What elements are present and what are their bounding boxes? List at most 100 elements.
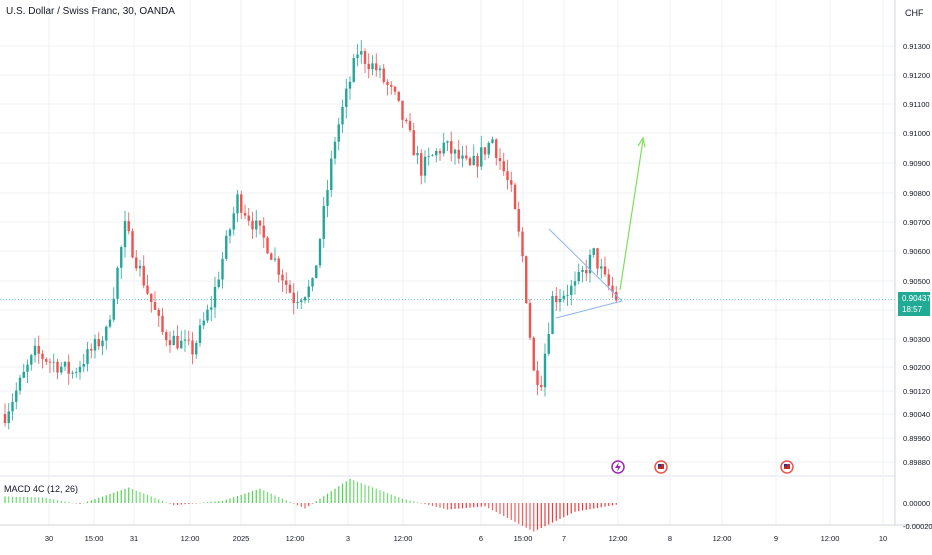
candle-body (195, 342, 198, 355)
candle-body (127, 221, 130, 232)
candle-body (536, 370, 539, 385)
macd-bar (214, 501, 216, 503)
macd-bar (499, 503, 501, 515)
macd-bar (300, 503, 302, 507)
macd-legend[interactable]: MACD 4C (12, 26) (4, 484, 79, 494)
candle-body (465, 155, 468, 159)
candle-body (7, 411, 10, 423)
candle-body (281, 274, 284, 281)
candle-body (438, 150, 442, 154)
macd-bar (375, 488, 377, 503)
macd-bar (409, 500, 411, 503)
macd-bar (191, 503, 194, 504)
macd-bar (248, 492, 250, 503)
candle-body (315, 265, 318, 279)
triangle-pattern (548, 228, 623, 319)
economic-events[interactable] (611, 460, 794, 474)
macd-bar (64, 501, 66, 503)
x-tick-label: 30 (45, 534, 53, 543)
candle-body (18, 377, 22, 391)
x-tick-label: 12:00 (609, 534, 628, 543)
macd-bar (195, 503, 197, 504)
macd-bar (431, 503, 434, 506)
candle-body (303, 297, 307, 301)
time-axis[interactable]: 30 15:00 31 12:00 2025 12:00 3 12:00 6 15:00 7 12:0… (0, 524, 932, 543)
macd-bar (401, 498, 404, 503)
macd-bar (296, 503, 299, 506)
y-tick-label: 0.90700 (903, 218, 930, 227)
macd-bar (285, 500, 287, 503)
lightning-icon (615, 462, 621, 472)
x-tick-label: 15:00 (514, 534, 533, 543)
macd-bar (60, 500, 62, 503)
macd-bar (308, 503, 310, 507)
candle-body (78, 366, 82, 373)
candle-body (213, 286, 217, 308)
macd-bar (38, 497, 40, 503)
macd-bar (319, 498, 321, 503)
y-tick-label: 0.90600 (903, 247, 930, 256)
candle-body (311, 278, 314, 287)
candle-body (165, 332, 168, 341)
macd-bar (68, 502, 70, 503)
currency-label[interactable]: CHF (905, 8, 924, 18)
candle-body (300, 300, 303, 303)
macd-bar (53, 499, 55, 503)
candle-body (356, 54, 359, 59)
candlestick-series (0, 40, 895, 430)
candle-body (176, 336, 179, 349)
candle-body (307, 286, 310, 298)
candle-body (573, 281, 577, 286)
candle-body (123, 221, 127, 248)
macd-bar (184, 503, 186, 505)
symbol-title[interactable]: U.S. Dollar / Swiss Franc, 30, OANDA (6, 6, 175, 17)
macd-bar (30, 497, 32, 503)
y-tick-label: 0.90900 (903, 159, 930, 168)
macd-bar (274, 495, 276, 503)
macd-bar (495, 503, 497, 513)
candle-body (405, 119, 408, 122)
macd-bar (49, 498, 51, 503)
macd-bar (469, 503, 471, 508)
candle-body (63, 361, 67, 367)
macd-bar (563, 503, 565, 518)
macd-bar (533, 503, 535, 532)
candle-body (423, 156, 427, 176)
macd-bar (604, 503, 606, 507)
candle-body (532, 337, 535, 371)
macd-bar (188, 503, 190, 504)
candle-body (408, 121, 412, 131)
y-tick-label: 0.89960 (903, 434, 930, 443)
candle-body (491, 139, 494, 143)
drawings[interactable] (548, 136, 646, 319)
candle-body (30, 355, 33, 365)
macd-bar (101, 496, 104, 503)
candle-body (581, 269, 584, 272)
candle-body (90, 349, 93, 351)
candle-body (363, 51, 367, 64)
y-tick-label: 0.90200 (903, 363, 930, 372)
macd-bar (424, 503, 426, 505)
candle-body (108, 319, 112, 327)
candle-body (296, 302, 299, 304)
candle-body (386, 81, 389, 86)
candle-body (318, 238, 322, 266)
macd-bar (75, 503, 77, 504)
candle-body (345, 88, 348, 107)
macd-bar (390, 494, 392, 503)
macd-bar (289, 501, 291, 503)
macd-bar (435, 503, 437, 507)
macd-bar (589, 503, 591, 510)
macd-bar (79, 503, 81, 505)
macd-bar (360, 483, 362, 503)
candle-body (71, 372, 74, 374)
macd-bar (304, 503, 306, 509)
candle-body (566, 294, 569, 296)
candle-body (348, 81, 352, 89)
macd-bar (611, 503, 614, 506)
candle-body (15, 390, 18, 402)
candle-body (285, 280, 288, 285)
candle-body (502, 161, 505, 172)
